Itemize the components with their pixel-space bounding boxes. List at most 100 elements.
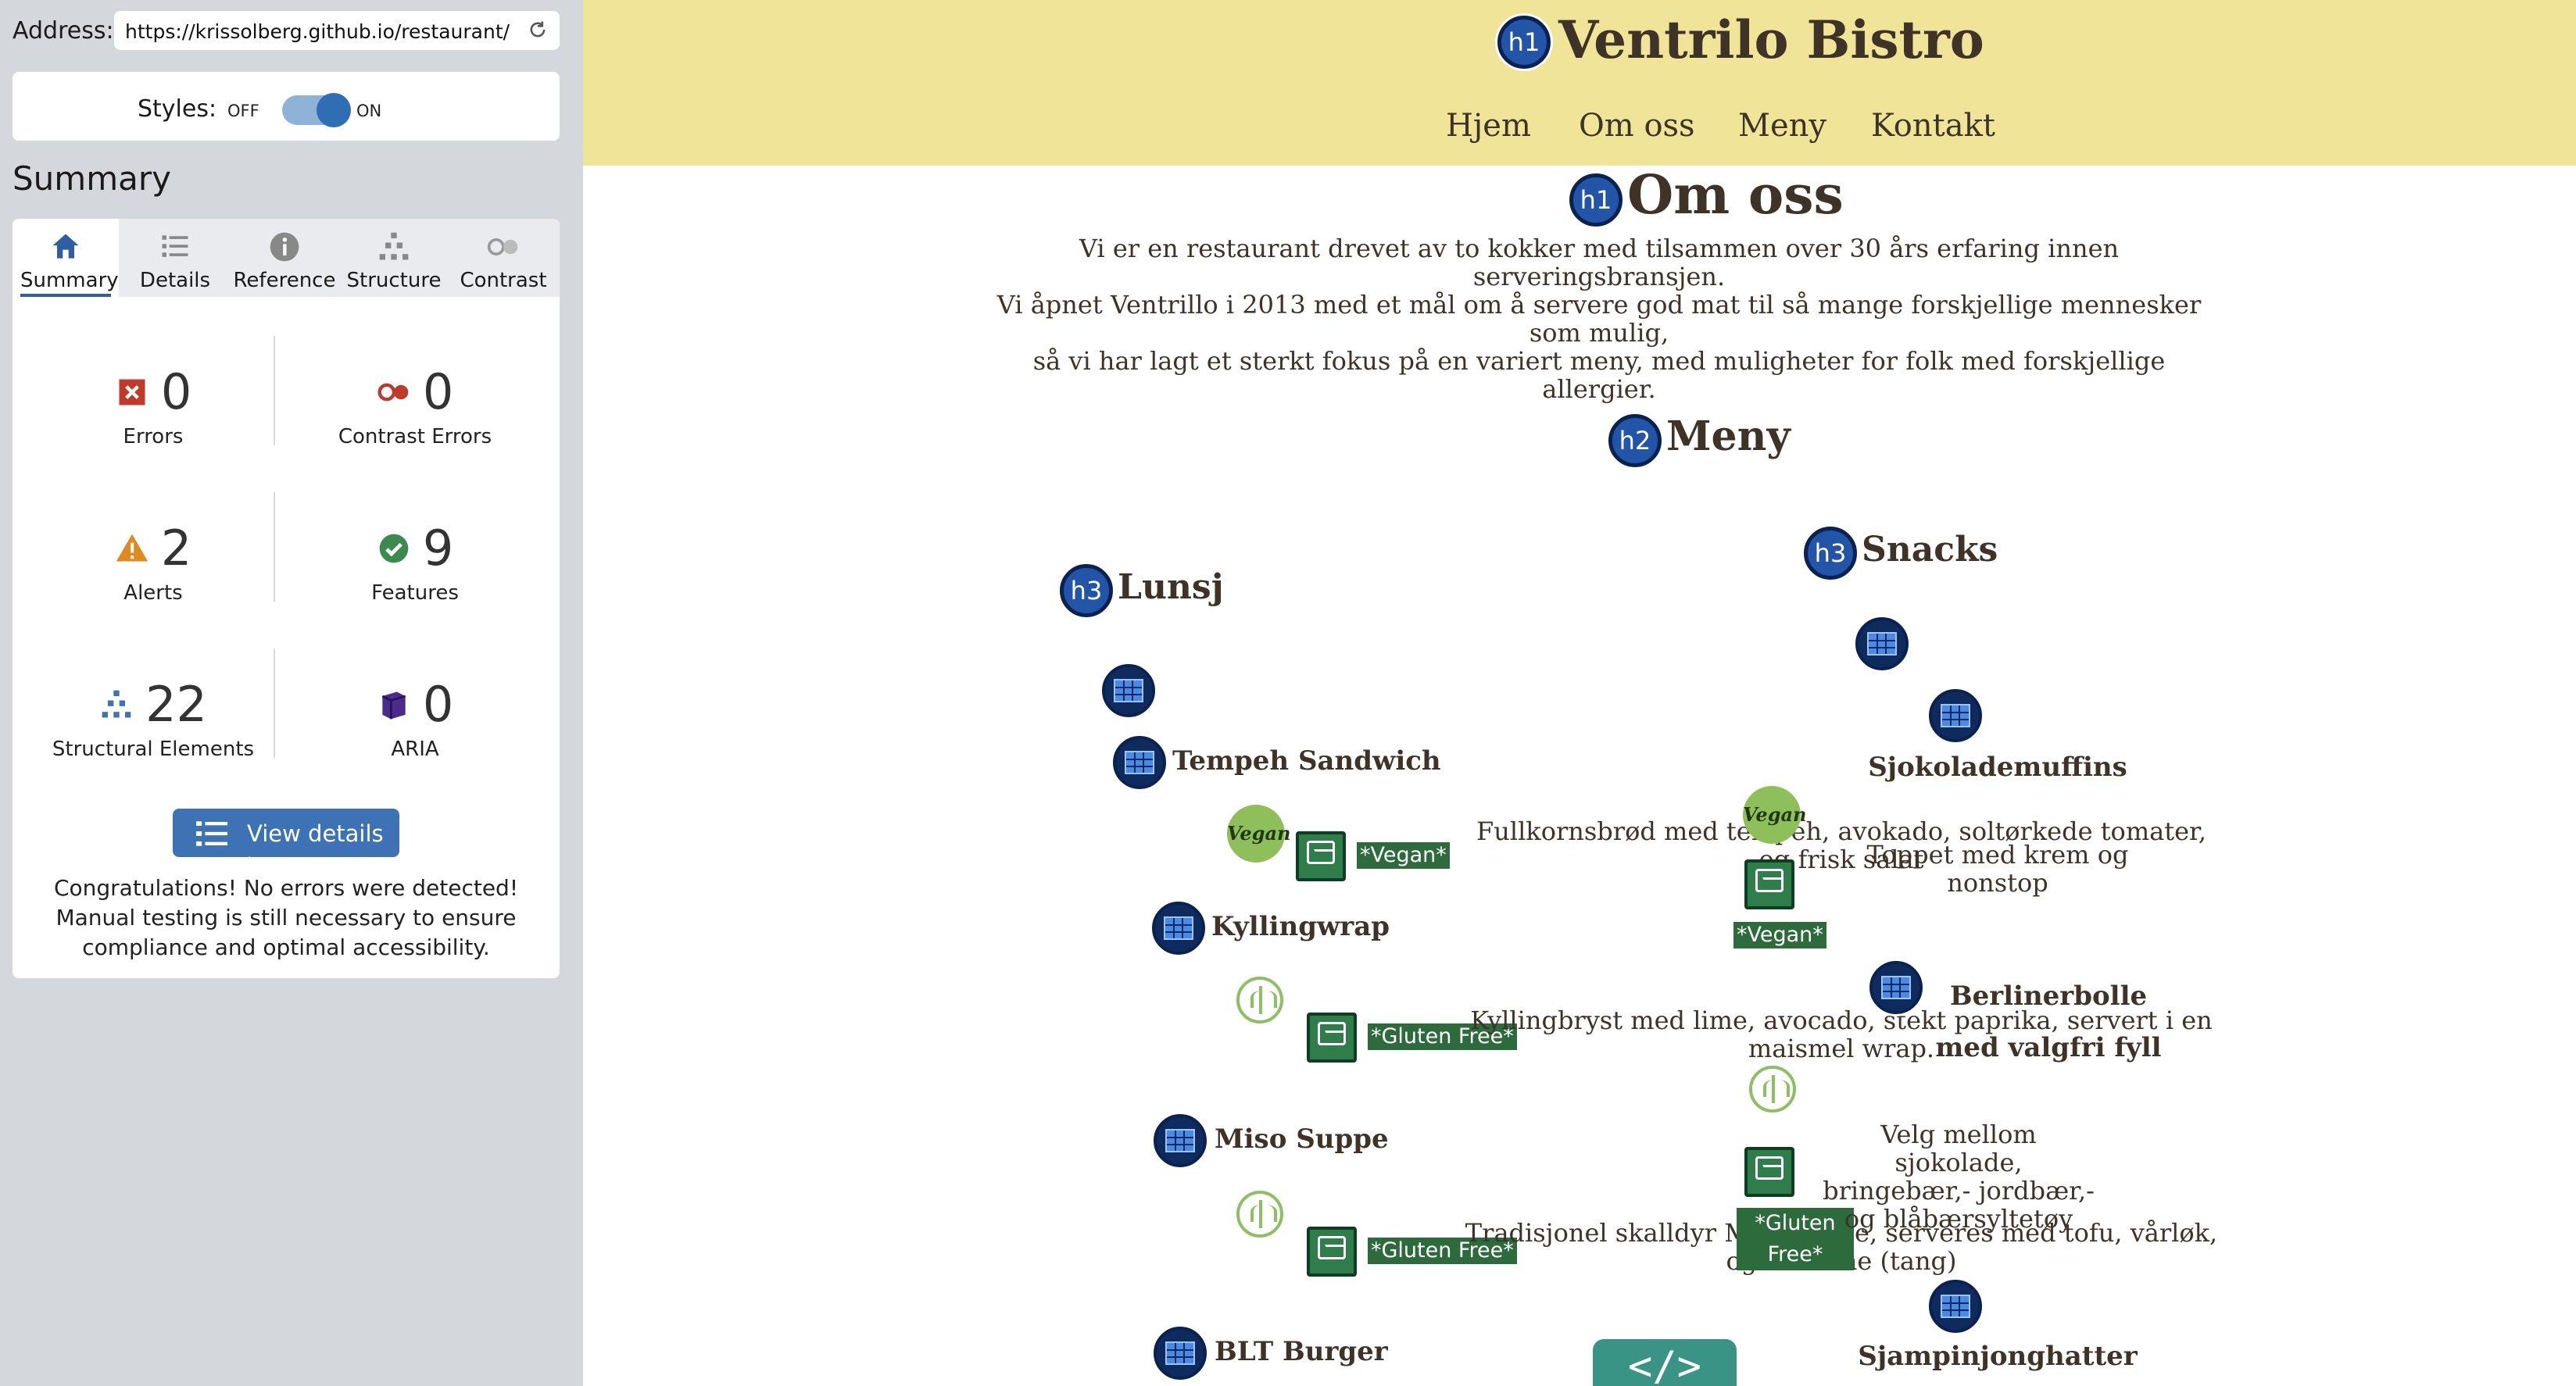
- aria-label: ARIA: [391, 738, 439, 761]
- address-bar: Address: https://krissolberg.github.io/r…: [13, 11, 560, 50]
- alert-icon: [116, 534, 148, 561]
- site-header: h1 Ventrilo Bistro Hjem Om oss Meny Kont…: [583, 0, 2576, 166]
- features-label: Features: [371, 581, 459, 605]
- restaurant-page: h1 Ventrilo Bistro Hjem Om oss Meny Kont…: [583, 0, 2576, 1386]
- alt-text-tag: *Vegan*: [1357, 842, 1450, 869]
- tab-label: Reference: [233, 269, 336, 292]
- feature-check-icon: [379, 534, 409, 563]
- image-alt-icon[interactable]: [1744, 1147, 1794, 1197]
- tab-bar: Summary Details Reference Structure Cont…: [13, 219, 560, 297]
- alt-text-tag: *Gluten Free*: [1737, 1208, 1854, 1270]
- stat-contrast-errors[interactable]: 0 Contrast Errors: [290, 363, 540, 448]
- errors-label: Errors: [123, 425, 184, 448]
- contrast-errors-label: Contrast Errors: [338, 425, 492, 448]
- lunsj-heading: Lunsj: [1118, 567, 1224, 607]
- styles-on-label: ON: [356, 102, 382, 120]
- list-icon: [196, 821, 227, 846]
- table-icon[interactable]: [1154, 1114, 1207, 1167]
- table-icon[interactable]: [1102, 664, 1155, 717]
- nav-link-hjem[interactable]: Hjem: [1446, 108, 1531, 144]
- image-alt-icon[interactable]: [1296, 831, 1346, 881]
- contrast-icon: [487, 238, 518, 255]
- tab-label: Details: [139, 269, 211, 292]
- vegan-logo-icon: Vegan: [1227, 805, 1290, 863]
- table-icon[interactable]: [1869, 961, 1923, 1014]
- vegan-logo-icon: Vegan: [1743, 786, 1806, 844]
- image-alt-icon[interactable]: [1307, 1227, 1357, 1277]
- h1-badge-icon[interactable]: h1: [1497, 16, 1551, 69]
- about-line: så vi har lagt et sterkt fokus på en var…: [1032, 346, 2166, 404]
- code-view-button[interactable]: </>: [1593, 1339, 1737, 1386]
- tab-reference[interactable]: Reference: [231, 219, 338, 297]
- alt-text-tag: *Gluten Free*: [1368, 1023, 1517, 1050]
- gluten-free-logo-icon: [1749, 1066, 1796, 1113]
- nav-link-kontakt[interactable]: Kontakt: [1871, 108, 1995, 144]
- divider: [274, 648, 275, 758]
- menu-item-title: Berlinerbolle med valgfri fyll: [1935, 981, 2162, 1063]
- site-title: Ventrilo Bistro: [1558, 9, 1984, 70]
- info-icon: [270, 232, 299, 262]
- h3-badge-icon[interactable]: h3: [1060, 564, 1113, 617]
- menu-item-title: BLT Burger: [1215, 1336, 1388, 1367]
- stat-features[interactable]: 9 Features: [290, 520, 540, 605]
- error-icon: [119, 379, 145, 405]
- aria-count: 0: [422, 676, 454, 733]
- gluten-free-logo-icon: [1236, 977, 1283, 1023]
- styles-toggle[interactable]: [282, 93, 351, 127]
- tab-contrast[interactable]: Contrast: [450, 219, 556, 297]
- stat-structural[interactable]: 22 Structural Elements: [28, 676, 278, 761]
- table-icon[interactable]: [1113, 736, 1166, 789]
- nav-link-om-oss[interactable]: Om oss: [1579, 108, 1695, 144]
- alerts-label: Alerts: [123, 581, 183, 605]
- styles-label: Styles:: [138, 95, 217, 123]
- divider: [274, 492, 275, 602]
- image-alt-icon[interactable]: [1307, 1013, 1357, 1063]
- menu-item-title: Sjampinjonghatter: [1858, 1341, 2138, 1372]
- image-alt-icon[interactable]: [1744, 859, 1794, 909]
- wave-extension-panel: Address: https://krissolberg.github.io/r…: [0, 0, 583, 1386]
- h2-badge-icon[interactable]: h2: [1608, 414, 1662, 467]
- tab-label: Summary: [20, 269, 119, 297]
- menu-heading: Meny: [1666, 413, 1791, 460]
- menu-item-description: Kyllingbryst med lime, avocado, stekt pa…: [1470, 1006, 2213, 1063]
- errors-count: 0: [160, 363, 192, 420]
- about-line: Vi åpnet Ventrillo i 2013 med et mål om …: [996, 290, 2202, 348]
- list-icon: [162, 235, 188, 257]
- address-input[interactable]: https://krissolberg.github.io/restaurant…: [114, 11, 560, 50]
- toggle-knob: [317, 93, 351, 127]
- menu-item-description: Velg mellom sjokolade, bringebær,- jordb…: [1823, 1120, 2095, 1234]
- structural-label: Structural Elements: [52, 738, 255, 761]
- menu-item-title: Tempeh Sandwich: [1172, 745, 1441, 777]
- table-icon[interactable]: [1154, 1327, 1207, 1380]
- stat-aria[interactable]: 0 ARIA: [290, 676, 540, 761]
- table-icon[interactable]: [1929, 689, 1982, 742]
- alt-text-tag: *Vegan*: [1733, 922, 1826, 948]
- table-icon[interactable]: [1929, 1280, 1982, 1333]
- about-paragraph: Vi er en restaurant drevet av to kokker …: [974, 234, 2224, 403]
- tab-structure[interactable]: Structure: [341, 219, 447, 297]
- styles-toggle-row: Styles: OFF ON: [13, 72, 560, 141]
- stat-alerts[interactable]: 2 Alerts: [28, 520, 278, 605]
- reload-icon[interactable]: [527, 19, 549, 41]
- tab-details[interactable]: Details: [122, 219, 228, 297]
- nav-link-meny[interactable]: Meny: [1738, 108, 1826, 144]
- contrast-errors-count: 0: [422, 363, 454, 420]
- table-icon[interactable]: [1152, 902, 1205, 955]
- summary-card: Summary Details Reference Structure Cont…: [13, 219, 560, 978]
- alerts-count: 2: [160, 520, 192, 577]
- about-heading: Om oss: [1627, 164, 1844, 227]
- tab-summary[interactable]: Summary: [13, 219, 119, 297]
- home-icon: [52, 234, 79, 259]
- alt-text-tag: *Gluten Free*: [1368, 1238, 1517, 1264]
- view-details-button[interactable]: View details ›: [173, 809, 399, 873]
- menu-item-title: Miso Suppe: [1215, 1123, 1389, 1155]
- menu-item-description: Toppet med krem og nonstop: [1866, 840, 2129, 898]
- address-label: Address:: [13, 17, 114, 45]
- h1-badge-icon[interactable]: h1: [1569, 173, 1623, 227]
- table-icon[interactable]: [1855, 617, 1909, 670]
- structural-count: 22: [145, 676, 207, 733]
- gluten-free-logo-icon: [1236, 1191, 1283, 1238]
- stat-errors[interactable]: 0 Errors: [28, 363, 278, 448]
- h3-badge-icon[interactable]: h3: [1804, 527, 1857, 580]
- hierarchy-icon: [379, 232, 409, 260]
